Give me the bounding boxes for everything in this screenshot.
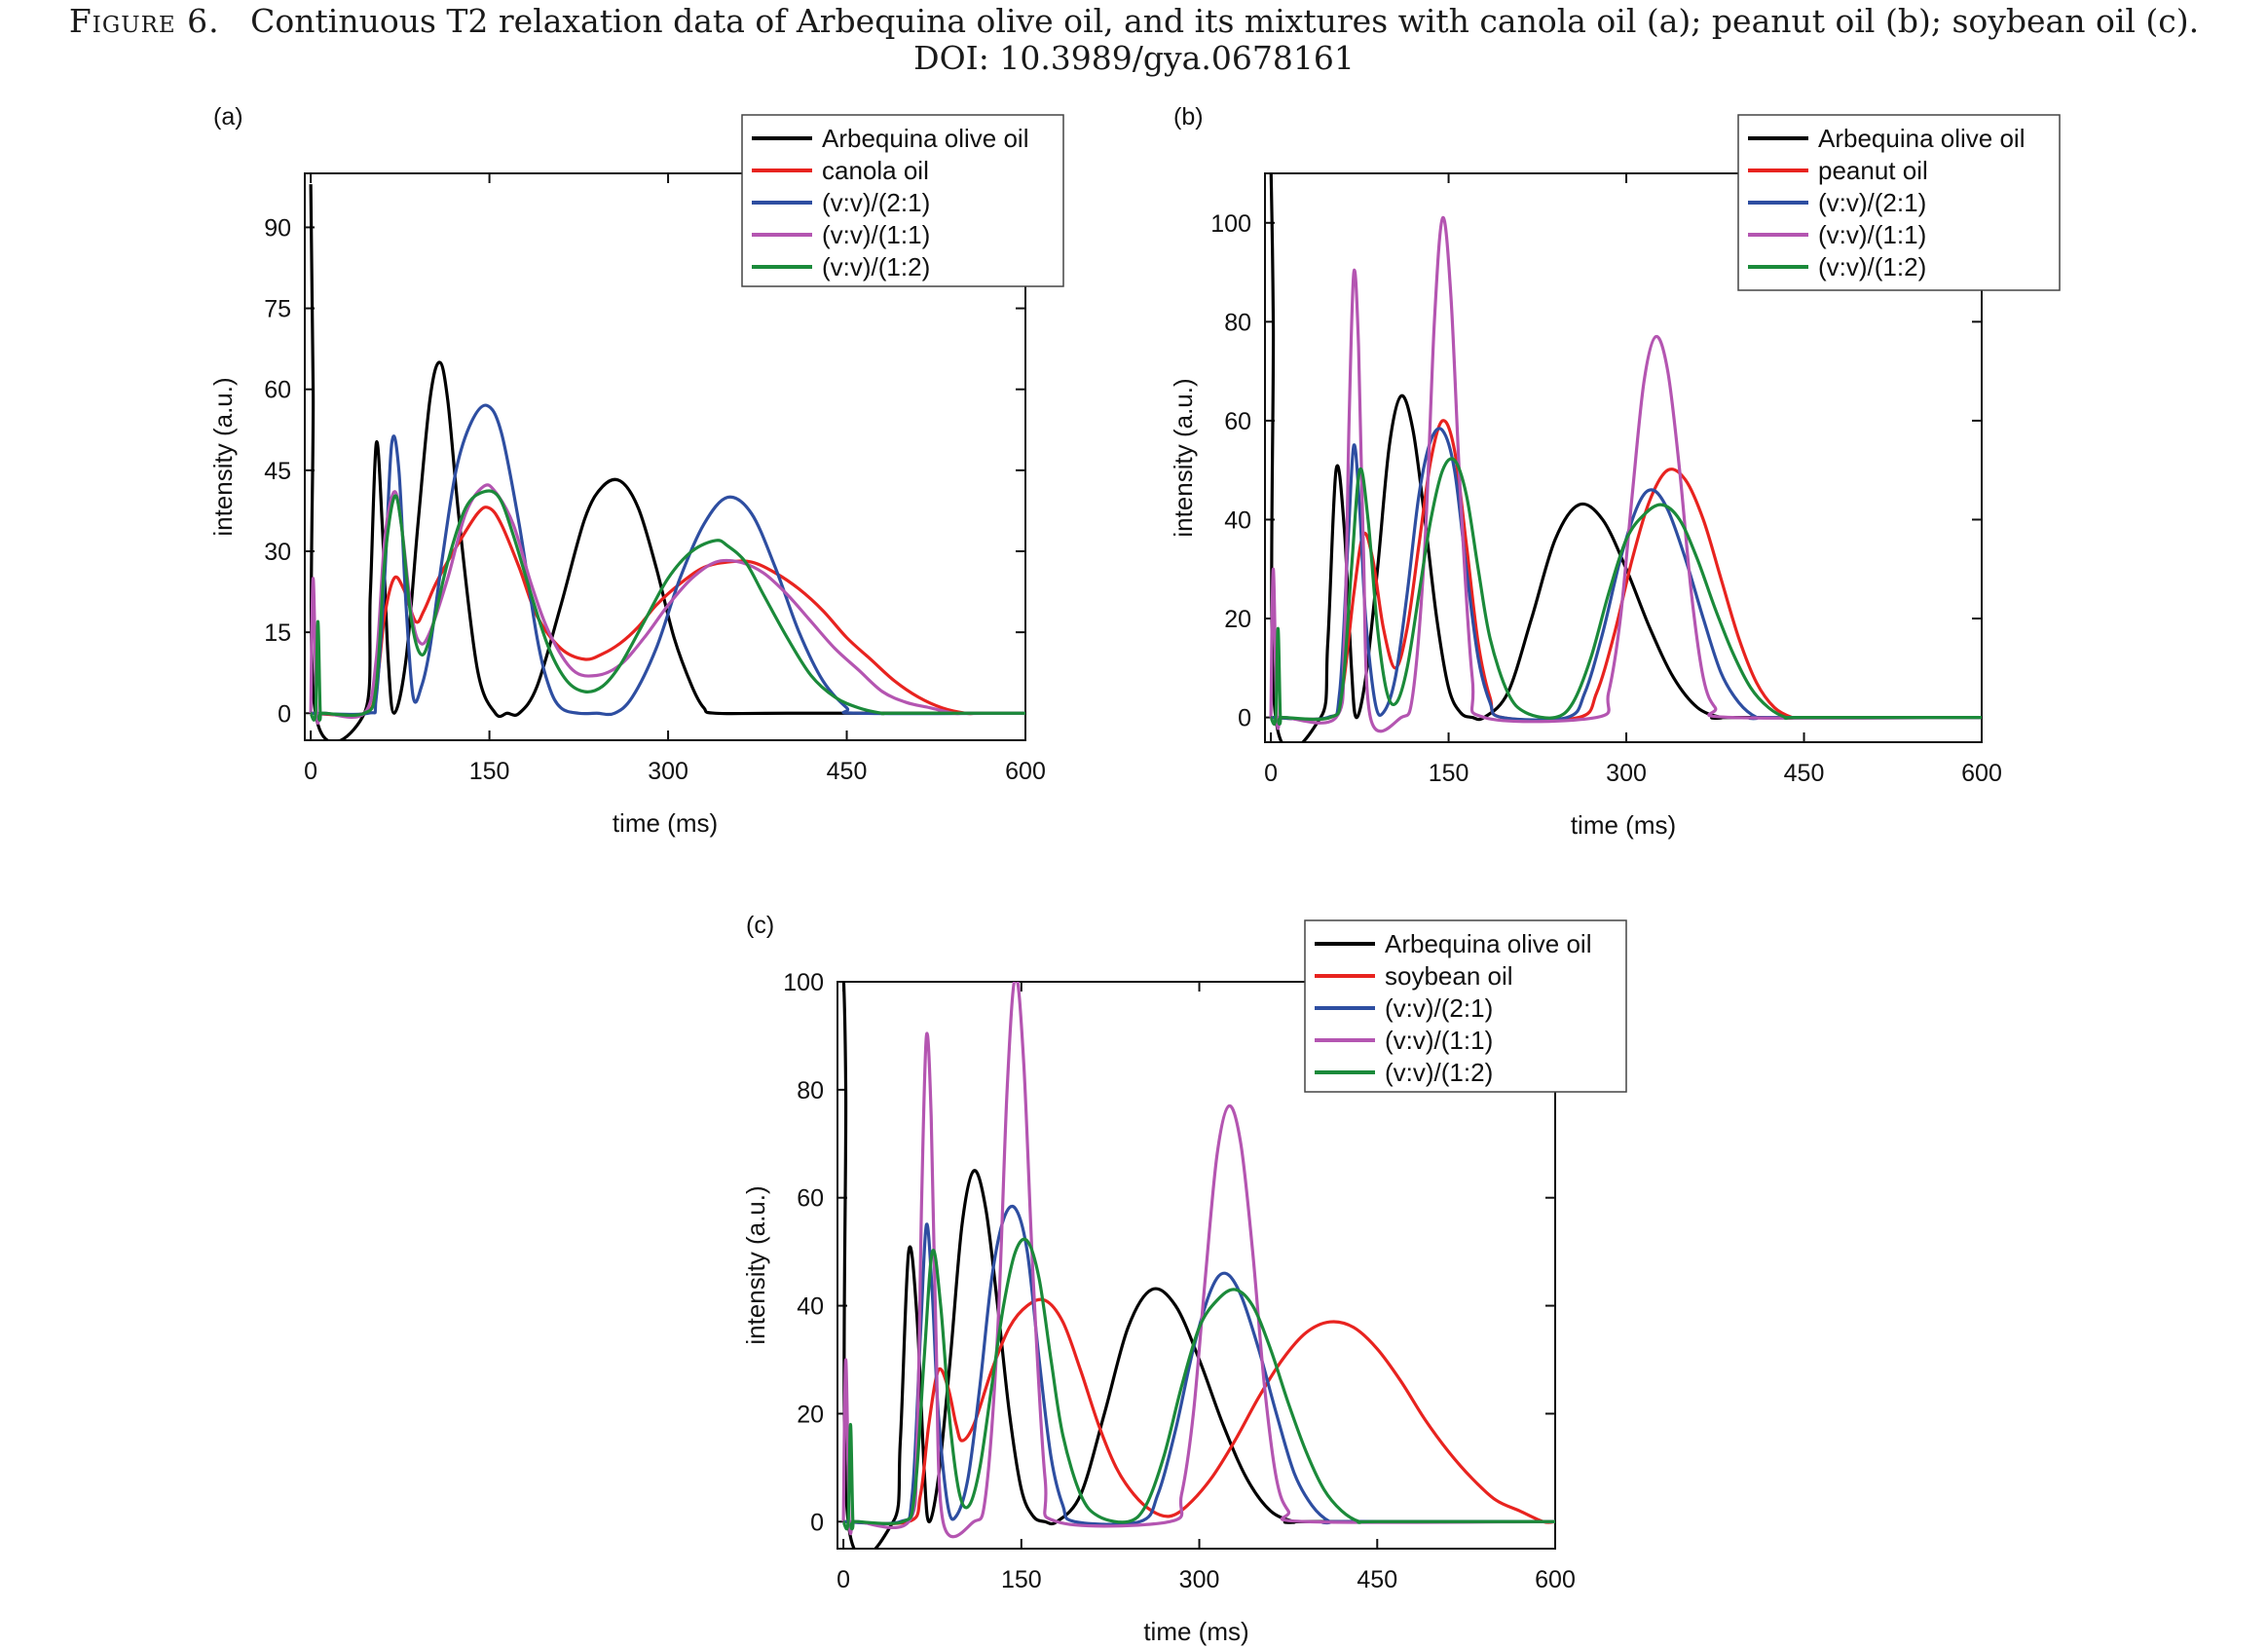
y-axis-label: intensity (a.u.) [208, 377, 238, 536]
figure-label: Figure 6. [68, 2, 220, 40]
y-axis-label: intensity (a.u.) [741, 1185, 770, 1344]
series-line-4 [1269, 457, 1982, 726]
y-tick-label: 20 [1224, 606, 1251, 633]
panel-label: (c) [746, 912, 774, 939]
legend-entry: canola oil [822, 156, 929, 185]
legend: Arbequina olive oil canola oil (v:v)/(2:1)… [741, 114, 1064, 287]
legend-entry: soybean oil [1385, 961, 1513, 991]
y-tick-label: 0 [810, 1509, 824, 1536]
y-tick-label: 80 [797, 1077, 824, 1105]
series-line-3 [1269, 216, 1982, 733]
y-tick-label: 20 [797, 1401, 824, 1428]
x-axis-label: time (ms) [613, 808, 718, 838]
legend: Arbequina olive oil peanut oil (v:v)/(2:1)… [1737, 114, 2061, 291]
x-tick-label: 450 [1357, 1566, 1397, 1593]
plot-frame [304, 172, 1026, 741]
legend-entry: peanut oil [1818, 156, 1928, 185]
x-tick-label: 0 [304, 758, 317, 785]
x-tick-label: 0 [837, 1566, 850, 1593]
x-axis-label: time (ms) [1571, 810, 1676, 840]
x-tick-label: 600 [1005, 758, 1046, 785]
y-tick-label: 40 [797, 1293, 824, 1321]
y-tick-label: 75 [264, 296, 291, 323]
x-tick-label: 0 [1264, 760, 1278, 787]
caption-doi: DOI: 10.3989/gya.0678161 [913, 39, 1355, 77]
legend-entry: (v:v)/(1:1) [1818, 220, 1926, 249]
legend-entry: (v:v)/(2:1) [1385, 993, 1493, 1023]
legend-entry: Arbequina olive oil [1818, 124, 2025, 153]
caption-text: Continuous T2 relaxation data of Arbequi… [250, 2, 2200, 40]
y-tick-label: 0 [1238, 705, 1251, 732]
x-tick-label: 600 [1535, 1566, 1576, 1593]
legend-entry: (v:v)/(1:2) [1818, 252, 1926, 281]
x-tick-label: 300 [1179, 1566, 1220, 1593]
y-tick-label: 100 [1210, 210, 1251, 238]
plot-frame [837, 981, 1556, 1550]
caption-line-1: Figure 6. Continuous T2 relaxation data … [0, 2, 2268, 41]
series-line-2 [1271, 427, 1982, 722]
legend-entry: (v:v)/(2:1) [1818, 188, 1926, 217]
series-line-3 [841, 982, 1555, 1539]
legend-entry: Arbequina olive oil [822, 124, 1028, 153]
legend-entry: (v:v)/(1:1) [1385, 1026, 1493, 1055]
y-tick-label: 90 [264, 214, 291, 242]
chart-panel-1: 0 150 300 450 600 0 20 40 60 80 100 time (ms) intens… [1169, 103, 2061, 840]
legend-entry: Arbequina olive oil [1385, 929, 1591, 958]
legend: Arbequina olive oil soybean oil(v:v)/(2:1… [1304, 919, 1627, 1093]
series-line-4 [841, 1237, 1555, 1531]
y-tick-label: 60 [797, 1185, 824, 1213]
legend-entry: (v:v)/(1:1) [822, 220, 930, 249]
series-line-4 [309, 489, 1025, 722]
chart-panel-2: 0 150 300 450 600 0 20 40 60 80 100 time (ms) intens… [741, 912, 1627, 1646]
y-tick-label: 80 [1224, 309, 1251, 336]
legend-entry: (v:v)/(1:2) [1385, 1058, 1493, 1087]
x-tick-label: 150 [469, 758, 510, 785]
series-line-2 [311, 403, 1025, 717]
y-tick-label: 45 [264, 458, 291, 485]
chart-panel-0: 0 150 300 450 600 0 15 30 45 60 75 90 time (ms) inten… [208, 103, 1064, 838]
series-line-3 [309, 483, 1025, 726]
x-tick-label: 150 [1001, 1566, 1042, 1593]
x-tick-label: 600 [1961, 760, 2002, 787]
x-tick-label: 150 [1429, 760, 1469, 787]
y-tick-label: 40 [1224, 506, 1251, 534]
legend-entry: (v:v)/(2:1) [822, 188, 930, 217]
y-tick-label: 30 [264, 539, 291, 566]
series-line-2 [843, 1204, 1555, 1526]
y-tick-label: 0 [278, 700, 291, 728]
y-tick-label: 60 [264, 377, 291, 404]
plot-frame [1264, 172, 1983, 743]
y-tick-label: 15 [264, 619, 291, 647]
y-tick-label: 60 [1224, 408, 1251, 435]
x-tick-label: 300 [648, 758, 688, 785]
y-tick-label: 100 [783, 969, 824, 996]
x-tick-label: 450 [1784, 760, 1825, 787]
legend-entry: (v:v)/(1:2) [822, 252, 930, 281]
x-tick-label: 300 [1606, 760, 1647, 787]
y-axis-label: intensity (a.u.) [1169, 378, 1198, 537]
x-tick-label: 450 [827, 758, 868, 785]
panel-label: (b) [1173, 103, 1204, 131]
x-axis-label: time (ms) [1143, 1617, 1248, 1646]
panel-label: (a) [213, 103, 243, 131]
